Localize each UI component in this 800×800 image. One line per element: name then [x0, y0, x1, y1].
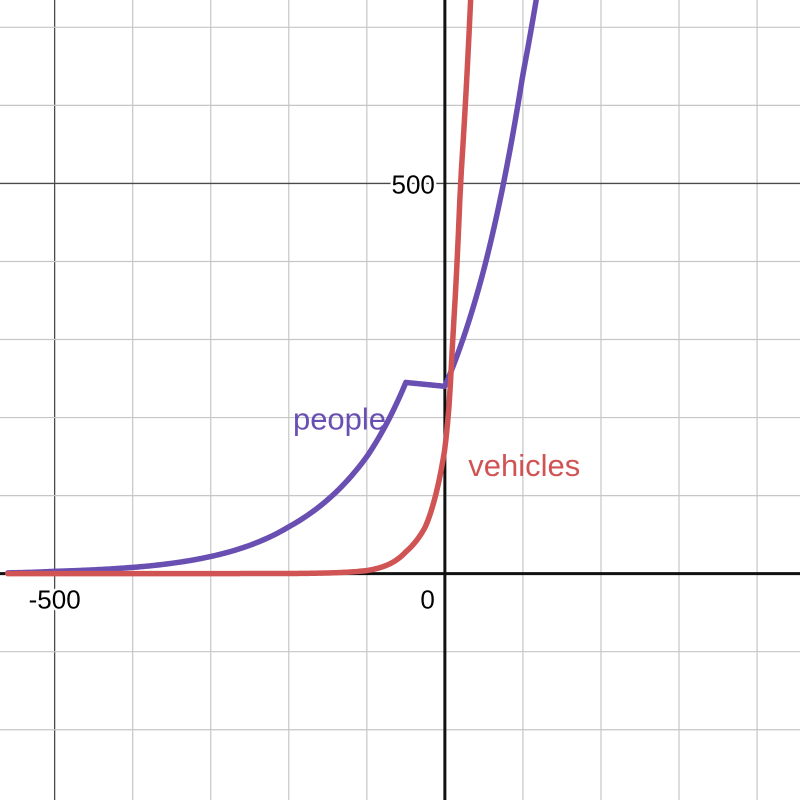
x-tick-label: 0 — [420, 585, 434, 615]
series-label-people: people — [293, 401, 386, 436]
curves — [5, 0, 539, 577]
series-label-vehicles: vehicles — [468, 448, 580, 483]
y-tick-label: 500 — [391, 169, 434, 199]
series-line-vehicles — [5, 0, 474, 577]
labels: -500 0 500 people vehicles — [26, 167, 580, 617]
x-tick-label: -500 — [29, 585, 81, 615]
